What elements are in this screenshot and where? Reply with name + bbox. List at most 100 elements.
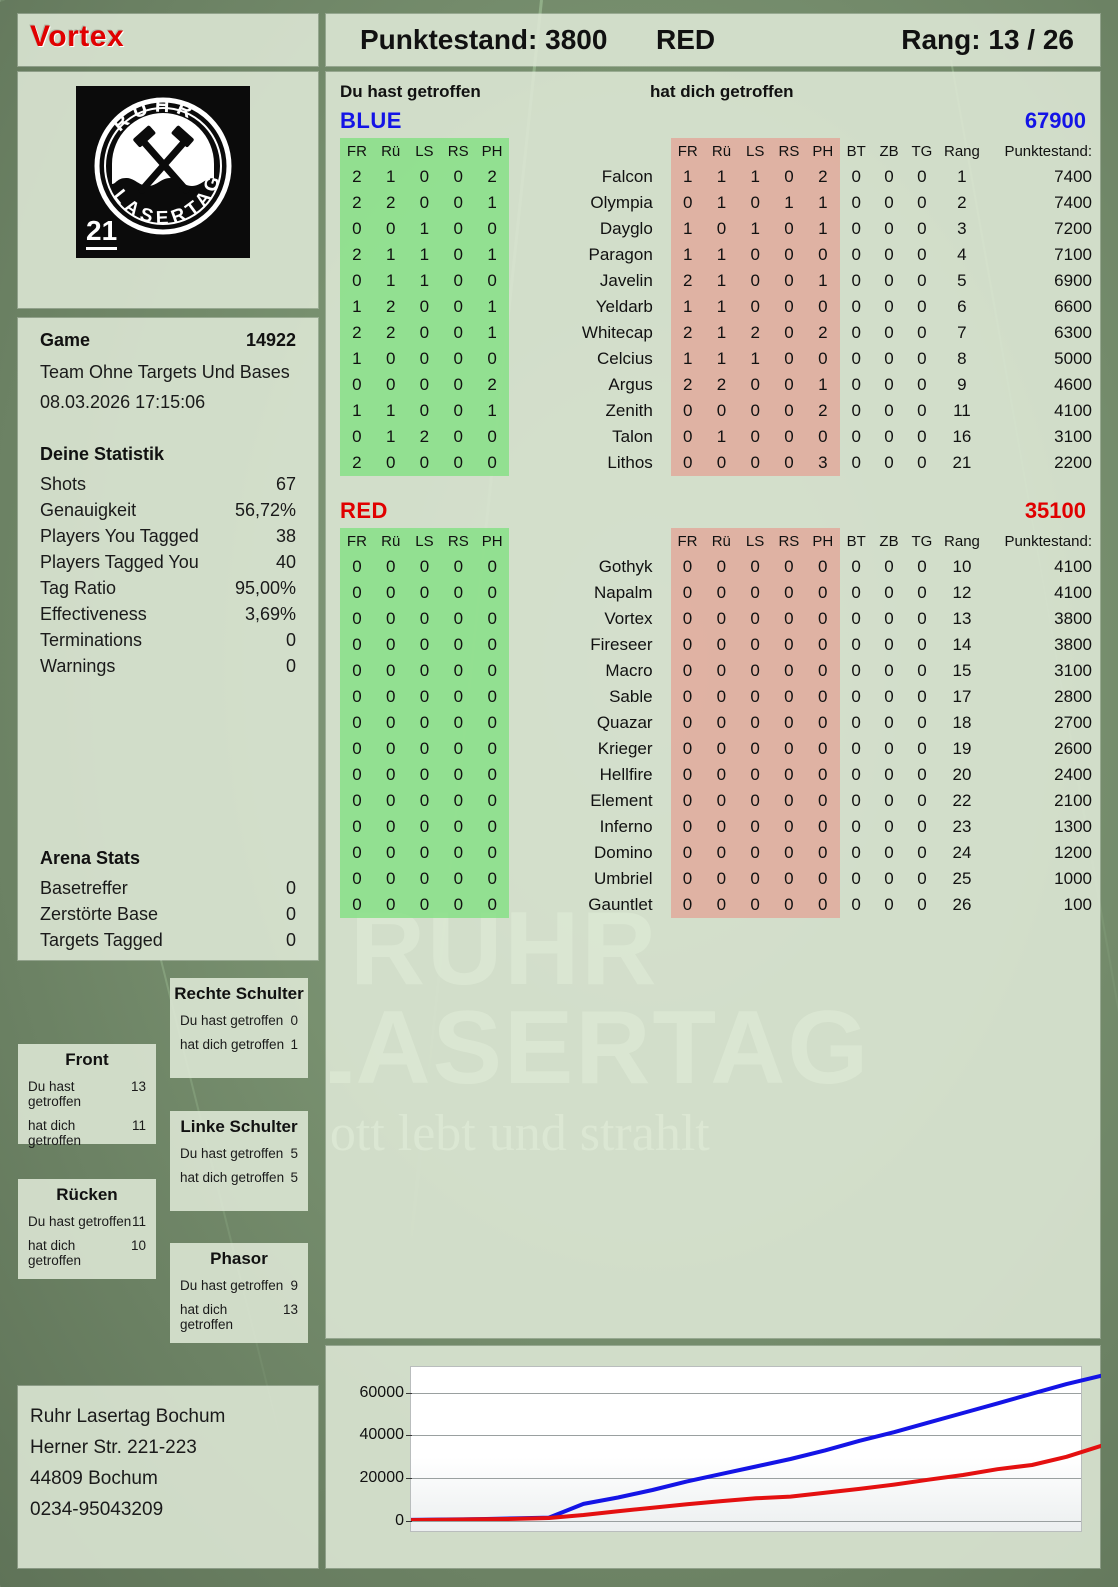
hitbox-tagged-you-value: 1 — [290, 1037, 298, 1052]
table-row[interactable]: 2 2 0 0 1 Whitecap 2 1 2 0 2 0 0 0 7 6300 — [340, 320, 1100, 346]
table-row[interactable]: 2 0 0 0 0 Lithos 0 0 0 0 3 0 0 0 21 2200 — [340, 450, 1100, 476]
logo-icon: RUHR LASERTAG — [94, 95, 232, 235]
cell-you-tagged: 0 — [441, 320, 476, 346]
cell-points: 7200 — [1054, 219, 1092, 238]
cell-tagged-you: 1 — [772, 190, 806, 216]
cell-bt: 0 — [851, 271, 861, 290]
col-header-them-FR: FR — [670, 528, 705, 554]
cell-tg: 0 — [917, 193, 927, 212]
table-row[interactable]: 0 0 0 0 0 Vortex 0 0 0 0 0 0 0 0 13 3800 — [340, 606, 1100, 632]
cell-tg: 0 — [917, 817, 927, 836]
hitbox-tagged-you-value: 10 — [130, 1238, 146, 1253]
cell-bt: 0 — [851, 453, 861, 472]
cell-you-tagged: 0 — [340, 372, 374, 398]
cell-zb: 0 — [884, 375, 894, 394]
cell-you-tagged: 0 — [407, 606, 442, 632]
col-header-you-RS: RS — [441, 528, 476, 554]
table-row[interactable]: 0 0 0 0 0 Krieger 0 0 0 0 0 0 0 0 19 2600 — [340, 736, 1100, 762]
cell-you-tagged: 2 — [373, 320, 408, 346]
col-header-them-Rü: Rü — [704, 528, 739, 554]
table-row[interactable]: 0 0 0 0 0 Macro 0 0 0 0 0 0 0 0 15 3100 — [340, 658, 1100, 684]
cell-tagged-you: 0 — [772, 216, 806, 242]
table-row[interactable]: 0 0 0 0 0 Gothyk 0 0 0 0 0 0 0 0 10 4100 — [340, 554, 1100, 580]
venue-address-panel: Ruhr Lasertag Bochum Herner Str. 221-223 4… — [18, 1386, 318, 1568]
stat-value: 0 — [285, 904, 296, 924]
cell-you-tagged: 1 — [475, 294, 509, 320]
table-row[interactable]: 2 2 0 0 1 Olympia 0 1 0 1 1 0 0 0 2 7400 — [340, 190, 1100, 216]
team-name-blue: BLUE — [340, 108, 402, 133]
cell-tagged-you: 0 — [738, 684, 772, 710]
cell-bt: 0 — [851, 219, 861, 238]
hitbox-rechte-schulter: Rechte Schulter Du hast getroffen 0 hat d… — [170, 978, 308, 1078]
cell-player-name: Sable — [609, 687, 653, 706]
cell-tagged-you: 1 — [670, 216, 705, 242]
col-header-you-LS: LS — [407, 528, 442, 554]
table-row[interactable]: 0 0 0 0 0 Quazar 0 0 0 0 0 0 0 0 18 2700 — [340, 710, 1100, 736]
cell-bt: 0 — [851, 557, 861, 576]
cell-you-tagged: 0 — [475, 216, 509, 242]
cell-tagged-you: 0 — [805, 892, 840, 918]
cell-player-name: Gauntlet — [588, 895, 653, 914]
table-row[interactable]: 0 0 0 0 0 Fireseer 0 0 0 0 0 0 0 0 14 3800 — [340, 632, 1100, 658]
cell-tagged-you: 0 — [670, 658, 705, 684]
cell-tagged-you: 0 — [771, 606, 806, 632]
stat-label: Effectiveness — [40, 604, 147, 624]
table-row[interactable]: 2 1 0 0 2 Falcon 1 1 1 0 2 0 0 0 1 7400 — [340, 164, 1100, 190]
cell-you-tagged: 0 — [373, 762, 408, 788]
header-team: RED — [656, 24, 716, 55]
col-header-bt: BT — [846, 532, 866, 550]
cell-you-tagged: 0 — [441, 164, 476, 190]
table-row[interactable]: 0 1 1 0 0 Javelin 2 1 0 0 1 0 0 0 5 6900 — [340, 268, 1100, 294]
cell-tagged-you: 2 — [738, 320, 773, 346]
table-row[interactable]: 0 0 0 0 0 Inferno 0 0 0 0 0 0 0 0 23 1300 — [340, 814, 1100, 840]
cell-you-tagged: 0 — [407, 554, 442, 580]
cell-tagged-you: 0 — [738, 372, 773, 398]
cell-tagged-you: 0 — [704, 450, 739, 476]
cell-player-name: Whitecap — [581, 323, 653, 342]
cell-zb: 0 — [884, 453, 894, 472]
cell-tagged-you: 0 — [771, 866, 806, 892]
cell-tagged-you: 0 — [738, 892, 772, 918]
game-datetime: 08.03.2026 17:15:06 — [40, 392, 206, 412]
stat-value: 0 — [285, 656, 296, 676]
cell-tagged-you: 0 — [805, 736, 840, 762]
col-header-player — [509, 528, 670, 554]
cell-rank: 26 — [952, 895, 972, 914]
venue-address-lines: Ruhr Lasertag Bochum Herner Str. 221-223 4… — [18, 1386, 318, 1521]
cell-player-name: Fireseer — [590, 635, 653, 654]
table-row[interactable]: 0 0 0 0 2 Argus 2 2 0 0 1 0 0 0 9 4600 — [340, 372, 1100, 398]
cell-tagged-you: 0 — [670, 840, 705, 866]
table-row[interactable]: 0 0 0 0 0 Hellfire 0 0 0 0 0 0 0 0 20 2400 — [340, 762, 1100, 788]
cell-you-tagged: 0 — [407, 892, 442, 918]
table-row[interactable]: 0 0 0 0 0 Domino 0 0 0 0 0 0 0 0 24 1200 — [340, 840, 1100, 866]
cell-bt: 0 — [851, 323, 861, 342]
cell-tagged-you: 0 — [670, 866, 705, 892]
cell-player-name: Yeldarb — [595, 297, 653, 316]
cell-you-tagged: 0 — [441, 216, 476, 242]
cell-player-name: Inferno — [599, 817, 653, 836]
table-row[interactable]: 0 1 2 0 0 Talon 0 1 0 0 0 0 0 0 16 3100 — [340, 424, 1100, 450]
stat-value: 0 — [285, 630, 296, 650]
col-header-them-LS: LS — [738, 528, 772, 554]
cell-you-tagged: 0 — [475, 684, 510, 710]
table-row[interactable]: 0 0 0 0 0 Gauntlet 0 0 0 0 0 0 0 0 26 100 — [340, 892, 1100, 918]
cell-you-tagged: 0 — [475, 268, 509, 294]
table-row[interactable]: 0 0 1 0 0 Dayglo 1 0 1 0 1 0 0 0 3 7200 — [340, 216, 1100, 242]
table-row[interactable]: 1 1 0 0 1 Zenith 0 0 0 0 2 0 0 0 11 4100 — [340, 398, 1100, 424]
scoreboard-panel: Du hast getroffen hat dich getroffen BLU… — [326, 72, 1100, 1338]
cell-player-name: Zenith — [605, 401, 653, 420]
table-row[interactable]: 0 0 0 0 0 Umbriel 0 0 0 0 0 0 0 0 25 1000 — [340, 866, 1100, 892]
table-row[interactable]: 0 0 0 0 0 Sable 0 0 0 0 0 0 0 0 17 2800 — [340, 684, 1100, 710]
table-row[interactable]: 0 0 0 0 0 Napalm 0 0 0 0 0 0 0 0 12 4100 — [340, 580, 1100, 606]
cell-tagged-you: 0 — [670, 606, 705, 632]
hitbox-ruecken: Rücken Du hast getroffen 11 hat dich getr… — [18, 1179, 156, 1279]
cell-you-tagged: 0 — [407, 658, 442, 684]
table-row[interactable]: 2 1 1 0 1 Paragon 1 1 0 0 0 0 0 0 4 7100 — [340, 242, 1100, 268]
cell-zb: 0 — [884, 869, 894, 888]
cell-tagged-you: 0 — [805, 294, 840, 320]
table-row[interactable]: 1 0 0 0 0 Celcius 1 1 1 0 0 0 0 0 8 5000 — [340, 346, 1100, 372]
cell-player-name: Dayglo — [599, 219, 653, 238]
cell-you-tagged: 0 — [373, 892, 408, 918]
table-row[interactable]: 1 2 0 0 1 Yeldarb 1 1 0 0 0 0 0 0 6 6600 — [340, 294, 1100, 320]
table-row[interactable]: 0 0 0 0 0 Element 0 0 0 0 0 0 0 0 22 2100 — [340, 788, 1100, 814]
